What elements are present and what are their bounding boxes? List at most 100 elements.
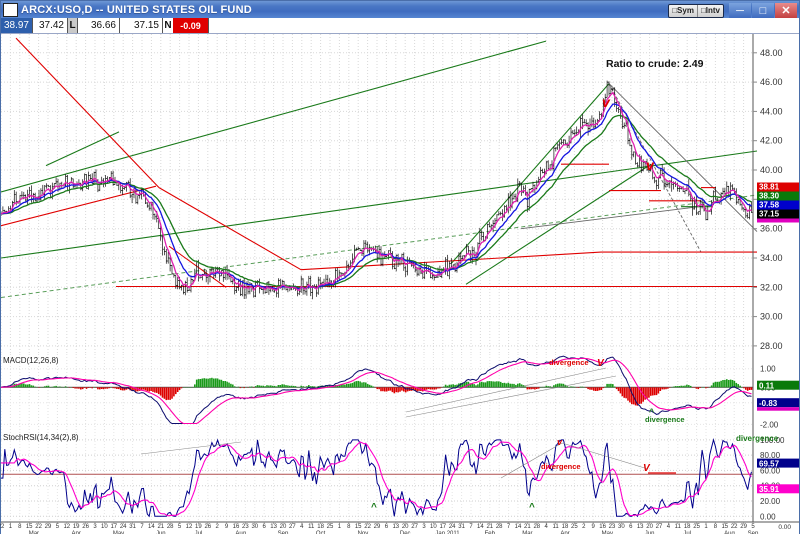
svg-text:9: 9 (225, 524, 229, 530)
svg-text:25: 25 (693, 524, 700, 530)
svg-text:14: 14 (148, 524, 155, 530)
svg-text:divergence: divergence (736, 434, 779, 443)
svg-text:46.00: 46.00 (760, 77, 783, 87)
svg-text:v: v (646, 157, 655, 173)
svg-text:28.00: 28.00 (760, 341, 783, 351)
svg-text:Ratio to crude: 2.49: Ratio to crude: 2.49 (606, 58, 704, 70)
svg-text:15: 15 (721, 524, 728, 530)
svg-text:27: 27 (411, 524, 418, 530)
svg-text:27: 27 (656, 524, 663, 530)
svg-text:-2.00: -2.00 (760, 420, 779, 429)
svg-text:^: ^ (371, 502, 377, 513)
svg-text:37.58: 37.58 (759, 201, 780, 210)
svg-text:5: 5 (751, 524, 755, 530)
svg-text:31: 31 (458, 524, 465, 530)
svg-text:MACD(12,26,8): MACD(12,26,8) (3, 356, 59, 365)
svg-text:5: 5 (56, 524, 60, 530)
svg-text:v: v (602, 94, 611, 110)
svg-text:divergence: divergence (549, 358, 589, 367)
svg-text:37.15: 37.15 (759, 210, 780, 219)
svg-text:25: 25 (327, 524, 334, 530)
svg-text:21: 21 (486, 524, 493, 530)
svg-text:2: 2 (216, 524, 220, 530)
svg-text:22: 22 (35, 524, 42, 530)
svg-text:20: 20 (280, 524, 287, 530)
svg-text:4: 4 (545, 524, 549, 530)
svg-text:7: 7 (507, 524, 511, 530)
svg-text:42.00: 42.00 (760, 136, 783, 146)
svg-text:StochRSI(14,34(2),8): StochRSI(14,34(2),8) (3, 433, 79, 442)
svg-text:44.00: 44.00 (760, 106, 783, 116)
svg-text:4: 4 (667, 524, 671, 530)
svg-text:28: 28 (496, 524, 503, 530)
svg-text:3: 3 (93, 524, 97, 530)
svg-text:16: 16 (599, 524, 606, 530)
svg-text:24: 24 (449, 524, 456, 530)
svg-text:18: 18 (562, 524, 569, 530)
svg-text:23: 23 (609, 524, 616, 530)
svg-text:20: 20 (402, 524, 409, 530)
svg-text:29: 29 (740, 524, 747, 530)
svg-text:22: 22 (731, 524, 738, 530)
svg-text:69.57: 69.57 (759, 459, 780, 468)
svg-text:13: 13 (637, 524, 644, 530)
svg-text:35.91: 35.91 (759, 485, 780, 494)
svg-text:30: 30 (251, 524, 258, 530)
svg-text:7: 7 (140, 524, 144, 530)
svg-text:26: 26 (82, 524, 89, 530)
svg-text:10: 10 (430, 524, 437, 530)
svg-text:6: 6 (385, 524, 389, 530)
svg-text:36.00: 36.00 (760, 224, 783, 234)
svg-text:28: 28 (167, 524, 174, 530)
svg-text:1: 1 (338, 524, 342, 530)
svg-text:1: 1 (9, 524, 13, 530)
svg-text:4: 4 (300, 524, 304, 530)
svg-text:-0.83: -0.83 (759, 399, 778, 408)
svg-text:^: ^ (529, 502, 535, 513)
svg-text:38.30: 38.30 (759, 192, 780, 201)
svg-text:6: 6 (263, 524, 267, 530)
svg-text:13: 13 (270, 524, 277, 530)
svg-text:19: 19 (73, 524, 80, 530)
svg-text:11: 11 (675, 524, 682, 530)
svg-text:22: 22 (0, 524, 5, 530)
svg-text:8: 8 (18, 524, 22, 530)
svg-text:29: 29 (45, 524, 52, 530)
svg-text:1.00: 1.00 (760, 365, 776, 374)
svg-text:13: 13 (392, 524, 399, 530)
svg-text:0.00: 0.00 (760, 512, 776, 521)
svg-text:32.00: 32.00 (760, 282, 783, 292)
svg-text:11: 11 (308, 524, 315, 530)
svg-text:14: 14 (477, 524, 484, 530)
svg-text:30: 30 (618, 524, 625, 530)
svg-text:15: 15 (26, 524, 33, 530)
svg-text:40.00: 40.00 (760, 165, 783, 175)
svg-text:17: 17 (439, 524, 446, 530)
svg-text:3: 3 (422, 524, 426, 530)
svg-text:0.11: 0.11 (759, 381, 775, 390)
svg-text:34.00: 34.00 (760, 253, 783, 263)
svg-text:2: 2 (582, 524, 586, 530)
svg-text:5: 5 (178, 524, 182, 530)
svg-text:19: 19 (195, 524, 202, 530)
svg-text:11: 11 (552, 524, 559, 530)
svg-text:divergence: divergence (541, 462, 581, 471)
svg-text:23: 23 (242, 524, 249, 530)
svg-text:27: 27 (289, 524, 296, 530)
svg-text:8: 8 (714, 524, 718, 530)
svg-text:6: 6 (629, 524, 633, 530)
svg-text:48.00: 48.00 (760, 48, 783, 58)
svg-text:24: 24 (120, 524, 127, 530)
svg-text:31: 31 (129, 524, 136, 530)
svg-text:9: 9 (592, 524, 596, 530)
svg-text:17: 17 (110, 524, 117, 530)
svg-text:20.00: 20.00 (760, 497, 781, 506)
svg-text:18: 18 (684, 524, 691, 530)
svg-text:22: 22 (364, 524, 371, 530)
svg-text:v: v (557, 437, 563, 447)
svg-text:1: 1 (704, 524, 708, 530)
svg-text:20: 20 (646, 524, 653, 530)
svg-text:26: 26 (204, 524, 211, 530)
svg-text:38.81: 38.81 (759, 183, 780, 192)
svg-text:25: 25 (571, 524, 578, 530)
